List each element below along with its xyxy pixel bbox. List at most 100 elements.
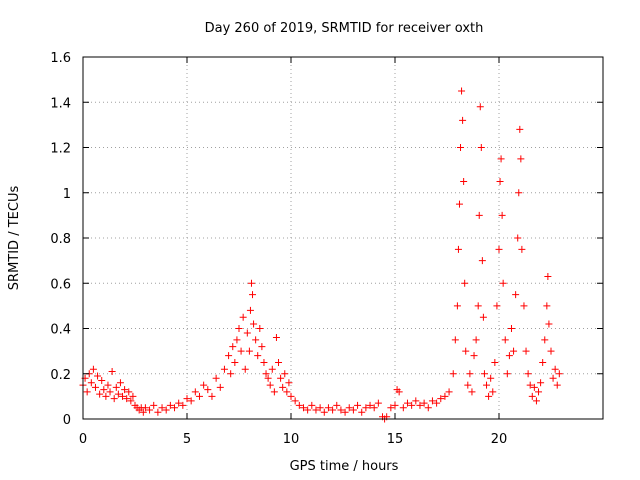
data-point [229, 343, 237, 351]
data-point [549, 374, 557, 382]
data-point [220, 365, 228, 373]
data-point [237, 347, 245, 355]
data-point [510, 347, 518, 355]
x-tick-label: 10 [283, 432, 300, 447]
data-point [270, 388, 278, 396]
data-point [150, 401, 158, 409]
data-point [472, 336, 480, 344]
data-point [370, 404, 378, 412]
data-point [129, 392, 137, 400]
data-point [433, 399, 441, 407]
data-point [283, 388, 291, 396]
x-axis-label: GPS time / hours [290, 459, 399, 474]
data-point [555, 370, 563, 378]
data-point [96, 390, 104, 398]
data-point [114, 390, 122, 398]
data-point [162, 406, 170, 414]
data-point [154, 408, 162, 416]
data-point [312, 406, 320, 414]
data-point [179, 401, 187, 409]
x-tick-label: 0 [79, 432, 87, 447]
data-point [233, 336, 241, 344]
data-point [449, 370, 457, 378]
data-point [455, 200, 463, 208]
data-point [272, 334, 280, 342]
data-point [395, 388, 403, 396]
data-point [295, 401, 303, 409]
data-point [458, 87, 466, 95]
data-point [485, 392, 493, 400]
data-point [477, 144, 485, 151]
data-point [225, 352, 233, 360]
axis-ticks: 0 0.2 0.4 0.6 0.8 1 1.2 1.4 1.6 0 5 10 15 20 [50, 51, 603, 447]
data-point [505, 352, 513, 360]
data-point [123, 395, 131, 403]
data-point [476, 103, 484, 111]
data-point [171, 404, 179, 412]
data-point [116, 379, 124, 387]
data-point [457, 144, 465, 151]
data-point [445, 388, 453, 396]
data-point [204, 386, 212, 394]
y-tick-label: 1.6 [50, 51, 71, 66]
data-point [453, 302, 461, 310]
data-point [254, 352, 262, 360]
data-point [208, 392, 216, 400]
data-points [79, 87, 563, 423]
data-point [512, 291, 520, 299]
data-point [102, 392, 110, 400]
data-point [287, 392, 295, 400]
data-point [408, 401, 416, 409]
data-point [489, 388, 497, 396]
data-point [464, 381, 472, 389]
data-point [366, 401, 374, 409]
data-point [91, 383, 99, 391]
y-tick-label: 0 [63, 413, 71, 428]
data-point [424, 404, 432, 412]
data-point [139, 408, 147, 416]
data-point [264, 374, 272, 382]
data-point [475, 211, 483, 219]
x-tick-label: 20 [491, 432, 508, 447]
data-point [308, 401, 316, 409]
data-point [517, 155, 525, 163]
data-point [493, 302, 501, 310]
data-point [459, 116, 467, 124]
data-point [362, 404, 370, 412]
data-point [212, 374, 220, 382]
data-point [349, 406, 357, 414]
x-tick-label: 15 [387, 432, 404, 447]
data-point [454, 245, 462, 253]
data-point [266, 381, 274, 389]
data-point [399, 404, 407, 412]
data-point [551, 365, 559, 373]
y-tick-label: 0.8 [50, 232, 71, 247]
data-point [451, 336, 459, 344]
data-point [547, 347, 555, 355]
data-point [412, 397, 420, 405]
data-point [175, 399, 183, 407]
data-point [520, 302, 528, 310]
data-point [478, 257, 486, 265]
data-point [495, 245, 503, 253]
data-point [499, 279, 507, 287]
data-point [231, 358, 239, 366]
data-point [428, 397, 436, 405]
data-point [468, 388, 476, 396]
data-point [341, 408, 349, 416]
x-tick-label: 5 [183, 432, 191, 447]
data-point [187, 397, 195, 405]
data-point [515, 189, 523, 197]
data-point [518, 245, 526, 253]
data-point [461, 279, 469, 287]
data-point [526, 381, 534, 389]
data-point [100, 386, 108, 394]
data-point [479, 313, 487, 321]
data-point [262, 370, 270, 378]
data-point [374, 399, 382, 407]
data-point [227, 370, 235, 378]
data-point [528, 392, 536, 400]
data-point [245, 347, 253, 355]
data-point [545, 320, 553, 328]
data-point [200, 381, 208, 389]
